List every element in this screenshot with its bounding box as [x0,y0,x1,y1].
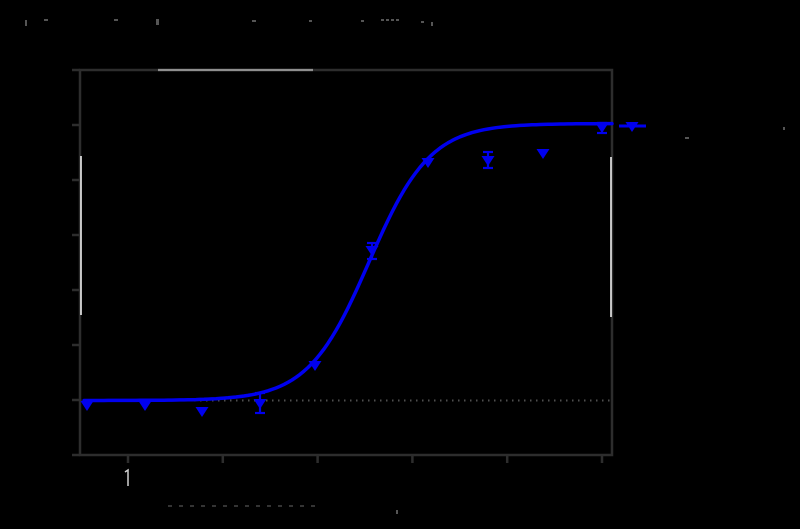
data-point [253,391,267,415]
legend-marker [619,122,646,132]
text-fragment [685,137,689,139]
text-fragment [386,19,389,21]
legend-triangle-marker [625,122,639,132]
text-fragment [361,20,364,22]
triangle-down-marker [595,123,609,133]
text-fragment [431,22,433,26]
triangle-down-marker [481,156,495,166]
text-fragment [156,19,159,25]
data-point [138,401,152,411]
triangle-down-marker [253,399,267,409]
text-antialias-artifacts [25,19,785,514]
data-point [595,121,609,135]
triangle-down-marker [138,401,152,411]
data-point [308,361,322,371]
text-fragment [252,20,256,22]
axis-ticks [72,68,604,463]
data-point [421,158,435,168]
text-fragment [114,19,118,21]
text-fragment [381,19,384,21]
data-points [80,121,609,417]
text-fragment [44,19,48,21]
spine-highlights [80,68,612,317]
triangle-down-marker [421,158,435,168]
text-fragment [25,20,27,26]
triangle-down-marker [80,401,94,411]
data-point [536,149,550,159]
text-fragment [421,21,424,23]
plot-frame [78,68,614,457]
data-point [481,150,495,170]
fitted-sigmoid-curve [82,121,614,403]
text-fragment [783,127,785,130]
text-fragment [391,19,394,21]
triangle-down-marker [308,361,322,371]
triangle-down-marker [536,149,550,159]
data-point [80,401,94,411]
triangle-down-marker [365,246,379,256]
text-fragment [309,20,312,22]
triangle-down-marker [195,407,209,417]
text-fragment [396,19,399,21]
text-fragment [396,510,398,514]
plot-border [78,68,614,457]
sigmoid-curve [82,121,614,403]
data-point [365,241,379,261]
data-point [195,407,209,417]
tick-label-fragment [124,468,129,486]
